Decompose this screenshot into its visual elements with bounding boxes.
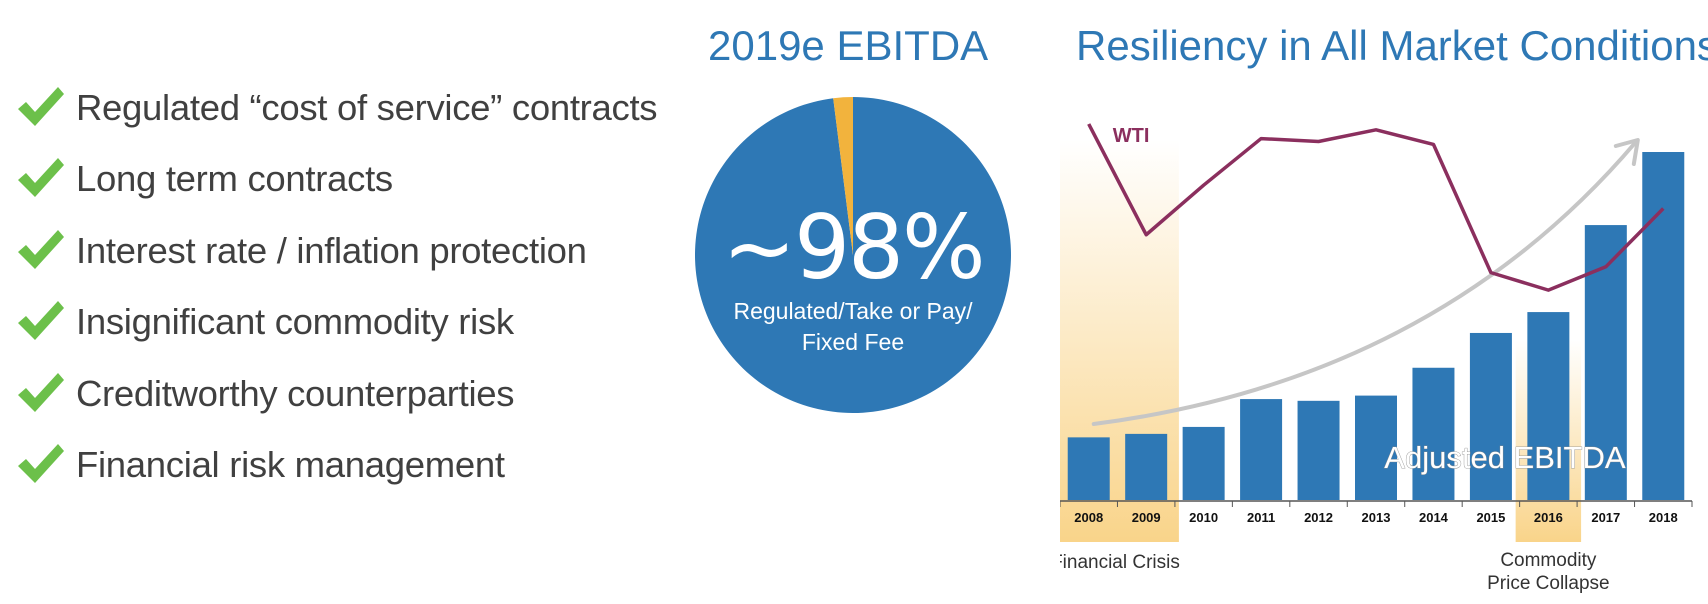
bar-2009: [1125, 433, 1168, 500]
checklist-item: Creditworthy counterparties: [14, 358, 657, 430]
wti-line: [1087, 123, 1665, 292]
wti-series-label: WTI: [1113, 125, 1150, 147]
x-tick-label: 2018: [1649, 510, 1678, 525]
pie-sub-label-line1: Regulated/Take or Pay/: [733, 298, 973, 324]
chart-title: Resiliency in All Market Conditions: [1076, 22, 1708, 69]
checkmark-icon: [18, 301, 64, 341]
resiliency-chart: 2008 2009 2010 2011 2012 2013 2014 2015 2016 2017…: [1060, 123, 1693, 594]
checklist-item-label: Financial risk management: [76, 444, 505, 486]
checklist-item: Regulated “cost of service” contracts: [14, 72, 658, 144]
x-tick-label: 2017: [1591, 510, 1620, 525]
x-tick-label: 2016: [1534, 510, 1563, 525]
pie-sub-label: Regulated/Take or Pay/ Fixed Fee: [694, 296, 1012, 358]
checklist-item-label: Interest rate / inflation protection: [76, 229, 587, 271]
pie-sub-label-line2: Fixed Fee: [801, 329, 905, 355]
pie-percentage-label: ~98%: [722, 196, 985, 299]
x-tick-label: 2011: [1247, 510, 1275, 525]
bar-2015: [1469, 332, 1512, 500]
checklist-item-label: Regulated “cost of service” contracts: [76, 86, 658, 128]
checklist: Regulated “cost of service” contracts Lon…: [14, 72, 658, 502]
bar-2018: [1642, 152, 1685, 500]
annotation-financial-crisis: Financial Crisis: [1060, 552, 1180, 573]
annotation-commodity-line2: Price Collapse: [1487, 573, 1610, 594]
checkmark-icon: [18, 229, 64, 269]
bar-2016: [1527, 312, 1570, 500]
bar-2010: [1182, 426, 1225, 500]
pie-slice-other: [833, 97, 853, 255]
bar-2012: [1297, 400, 1340, 500]
x-tick-label: 2009: [1132, 510, 1161, 525]
bar-2013: [1355, 395, 1397, 500]
x-tick-label: 2013: [1362, 510, 1391, 525]
checklist-item-label: Creditworthy counterparties: [76, 372, 515, 414]
x-tick-label: 2015: [1476, 510, 1505, 525]
ebitda-pie-chart: [695, 97, 1011, 413]
x-tick-label: 2008: [1074, 510, 1103, 525]
checklist-item: Interest rate / inflation protection: [14, 215, 657, 287]
pie-title: 2019e EBITDA: [708, 22, 989, 69]
x-tick-label: 2010: [1189, 510, 1218, 525]
checklist-item: Insignificant commodity risk: [14, 287, 657, 359]
x-tick-label: 2014: [1419, 510, 1449, 525]
bar-2008: [1067, 437, 1110, 500]
checkmark-icon: [18, 372, 64, 412]
checklist-item: Long term contracts: [14, 144, 657, 216]
trend-arrow-head: [1613, 138, 1640, 166]
bar-2011: [1240, 399, 1283, 500]
ebitda-series-label: Adjusted EBITDA: [1384, 440, 1626, 475]
x-tick-label: 2012: [1304, 510, 1333, 525]
trend-arrow: [1091, 140, 1638, 426]
bar-2014: [1412, 367, 1455, 500]
annotation-commodity-line1: Commodity: [1500, 550, 1597, 571]
checkmark-icon: [18, 158, 64, 198]
checkmark-icon: [18, 86, 64, 126]
checklist-item-label: Long term contracts: [76, 158, 393, 200]
checklist-item: Financial risk management: [14, 430, 657, 502]
checklist-item-label: Insignificant commodity risk: [76, 301, 514, 343]
checkmark-icon: [18, 444, 64, 484]
